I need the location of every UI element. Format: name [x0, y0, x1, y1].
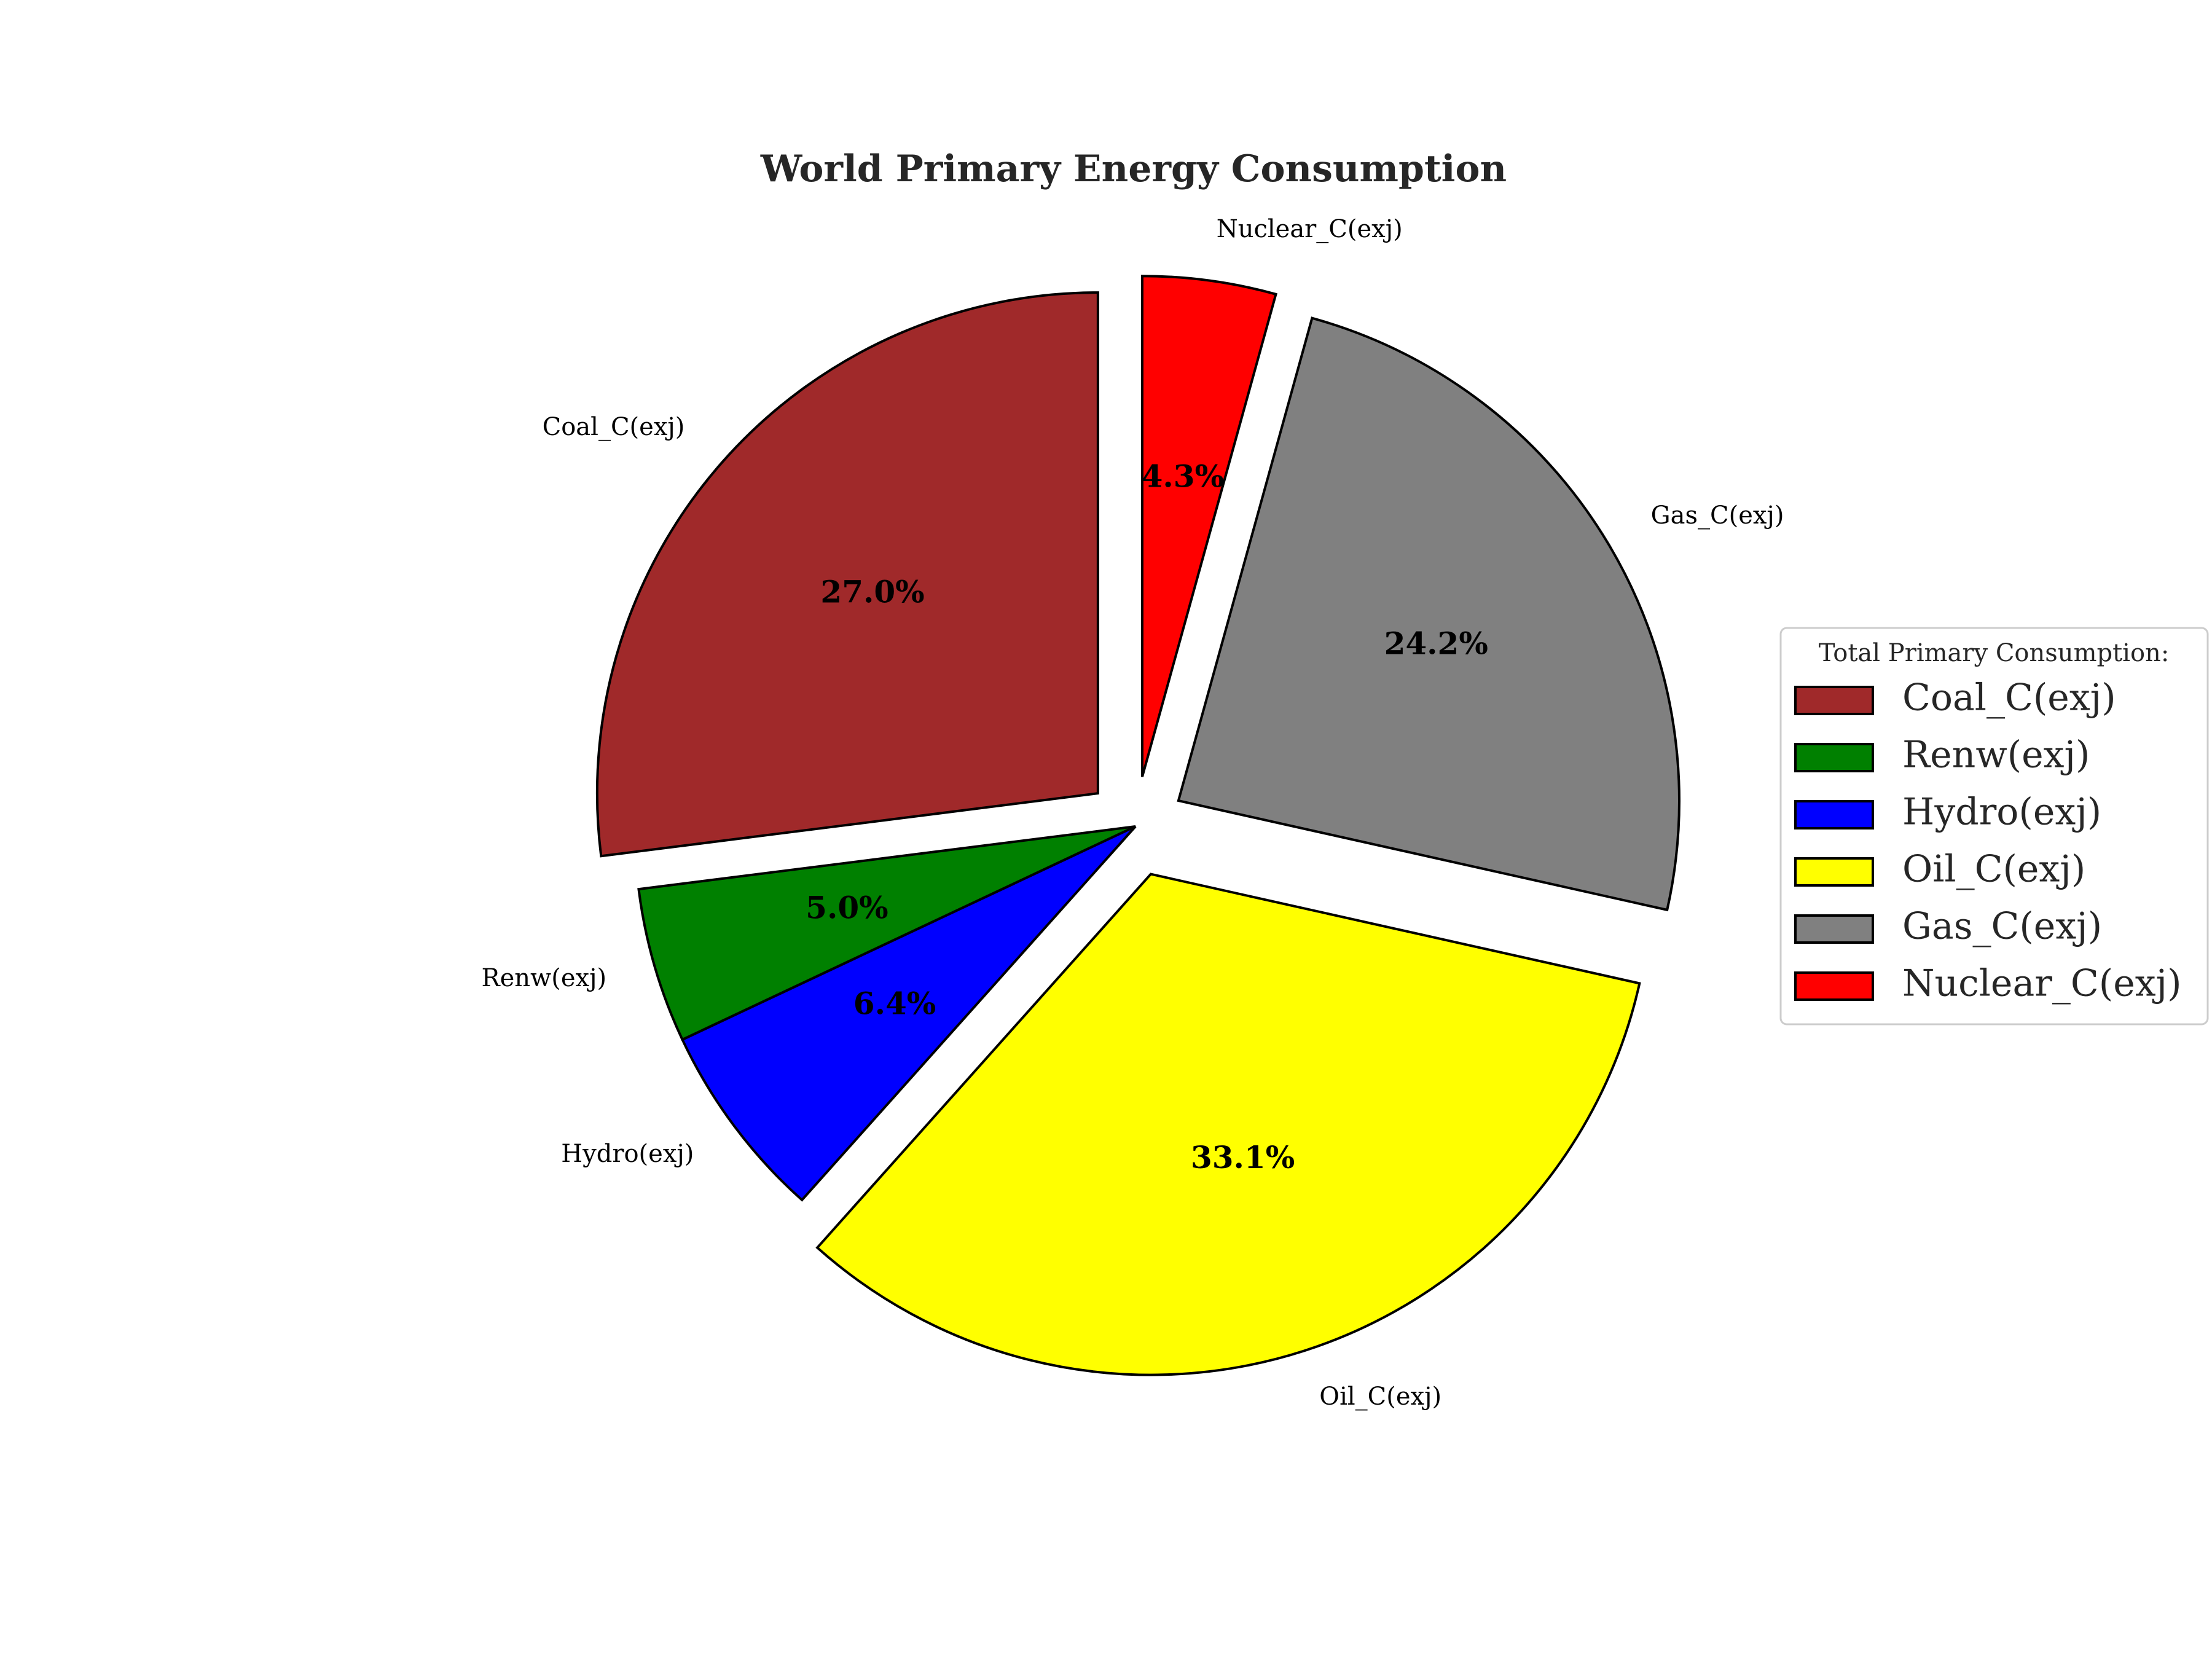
slice-label-gas-c-exj: Gas_C(exj) [1651, 501, 1784, 530]
pie-slice-gas-c-exj [1177, 316, 1681, 912]
pie-slice-coal-c-exj [595, 291, 1099, 858]
legend-title: Total Primary Consumption: [1819, 639, 2170, 667]
legend-swatch-nuclear-c-exj [1794, 971, 1874, 1001]
pie-slices [595, 275, 1681, 1376]
pie-slice-oil-c-exj [815, 873, 1641, 1376]
legend-item-oil-c-exj: Oil_C(exj) [1794, 848, 2085, 891]
percent-label-nuclear-c-exj: 4.3% [1142, 458, 1225, 495]
percent-label-coal-c-exj: 27.0% [820, 574, 924, 610]
legend-items: Coal_C(exj) Renw(exj) Hydro(exj) Oil_C(exj)… [1794, 677, 2182, 1005]
legend-label-oil-c-exj: Oil_C(exj) [1902, 848, 2085, 891]
chart-title: World Primary Energy Consumption [760, 147, 1507, 190]
percent-labels: 27.0% 5.0% 6.4% 33.1% 24.2% 4.3% [806, 458, 1488, 1175]
slice-label-oil-c-exj: Oil_C(exj) [1319, 1382, 1441, 1411]
legend-swatch-renw-exj [1794, 743, 1874, 772]
legend-item-coal-c-exj: Coal_C(exj) [1794, 677, 2116, 720]
legend-swatch-coal-c-exj [1794, 686, 1874, 715]
pie-slice-hydro-exj [680, 825, 1137, 1202]
legend-item-nuclear-c-exj: Nuclear_C(exj) [1794, 962, 2182, 1005]
slice-label-renw-exj: Renw(exj) [481, 964, 606, 992]
percent-label-hydro-exj: 6.4% [853, 985, 936, 1021]
legend-item-hydro-exj: Hydro(exj) [1794, 791, 2101, 834]
pie-slice-nuclear-c-exj [1140, 275, 1277, 777]
legend-label-renw-exj: Renw(exj) [1902, 734, 2090, 777]
legend-swatch-oil-c-exj [1794, 857, 1874, 887]
legend-label-hydro-exj: Hydro(exj) [1902, 791, 2101, 834]
slice-labels: Coal_C(exj) Renw(exj) Hydro(exj) Oil_C(exj)… [481, 215, 1784, 1411]
legend-label-coal-c-exj: Coal_C(exj) [1902, 677, 2116, 720]
legend-item-gas-c-exj: Gas_C(exj) [1794, 905, 2102, 948]
percent-label-renw-exj: 5.0% [806, 889, 888, 925]
legend-frame [1779, 627, 2209, 1026]
legend-label-gas-c-exj: Gas_C(exj) [1902, 905, 2102, 948]
legend-item-renw-exj: Renw(exj) [1794, 734, 2090, 777]
slice-label-nuclear-c-exj: Nuclear_C(exj) [1217, 215, 1403, 243]
legend-label-nuclear-c-exj: Nuclear_C(exj) [1902, 962, 2182, 1005]
slice-label-hydro-exj: Hydro(exj) [561, 1140, 694, 1168]
percent-label-oil-c-exj: 33.1% [1191, 1139, 1295, 1175]
legend-swatch-gas-c-exj [1794, 914, 1874, 944]
percent-label-gas-c-exj: 24.2% [1384, 626, 1488, 662]
legend: Total Primary Consumption: Coal_C(exj) Re… [1779, 627, 2209, 1026]
legend-swatch-hydro-exj [1794, 800, 1874, 830]
slice-label-coal-c-exj: Coal_C(exj) [543, 413, 685, 441]
pie-slice-renw-exj [637, 825, 1136, 1041]
